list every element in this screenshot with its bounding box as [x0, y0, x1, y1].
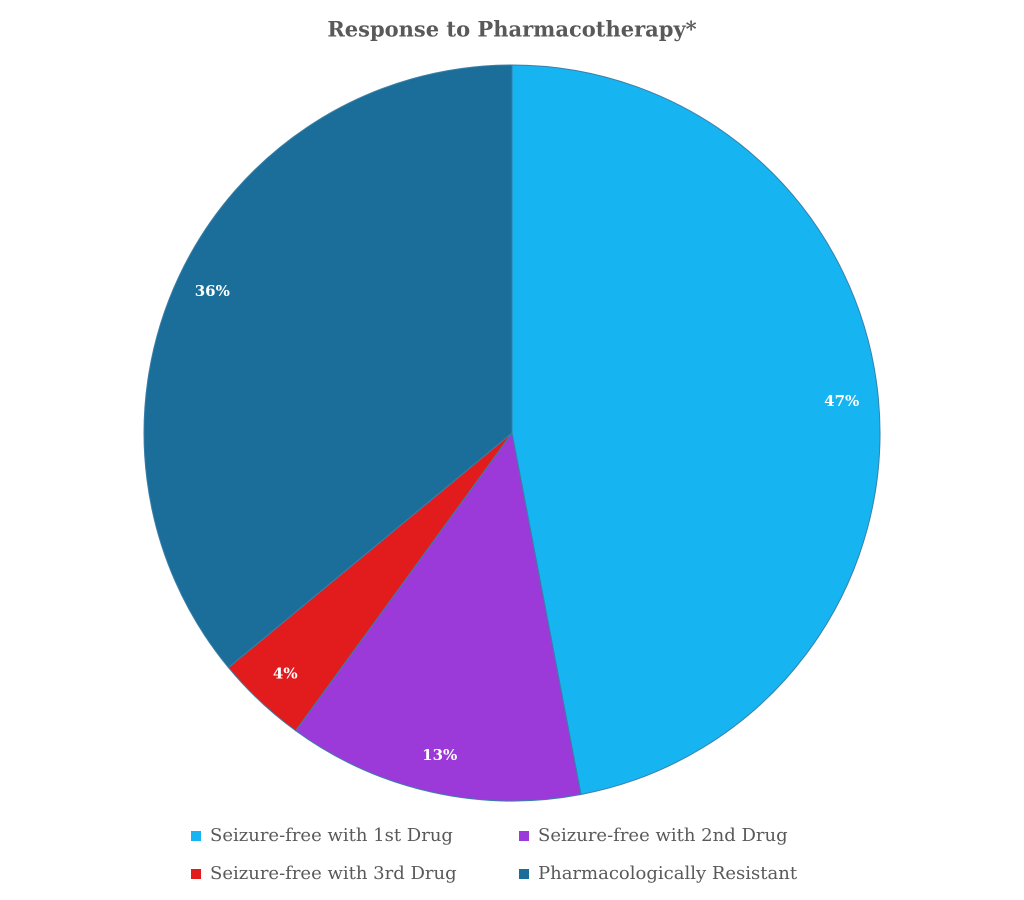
pie-slice	[143, 64, 513, 669]
legend-label: Seizure-free with 3rd Drug	[210, 863, 457, 884]
legend-marker	[519, 869, 529, 879]
data-label: 13%	[422, 746, 457, 764]
chart-title: Response to Pharmacotherapy*	[327, 17, 696, 42]
data-label: 36%	[195, 282, 230, 300]
pie-slice	[294, 431, 582, 802]
data-label: 47%	[824, 392, 859, 410]
legend-label: Pharmacologically Resistant	[538, 863, 798, 884]
legend-marker	[191, 869, 201, 879]
legend-label: Seizure-free with 1st Drug	[210, 825, 453, 846]
legend-marker	[191, 831, 201, 841]
pie-slice	[511, 64, 881, 796]
data-label: 4%	[273, 664, 298, 682]
legend-marker	[519, 831, 529, 841]
legend-label: Seizure-free with 2nd Drug	[538, 825, 788, 846]
